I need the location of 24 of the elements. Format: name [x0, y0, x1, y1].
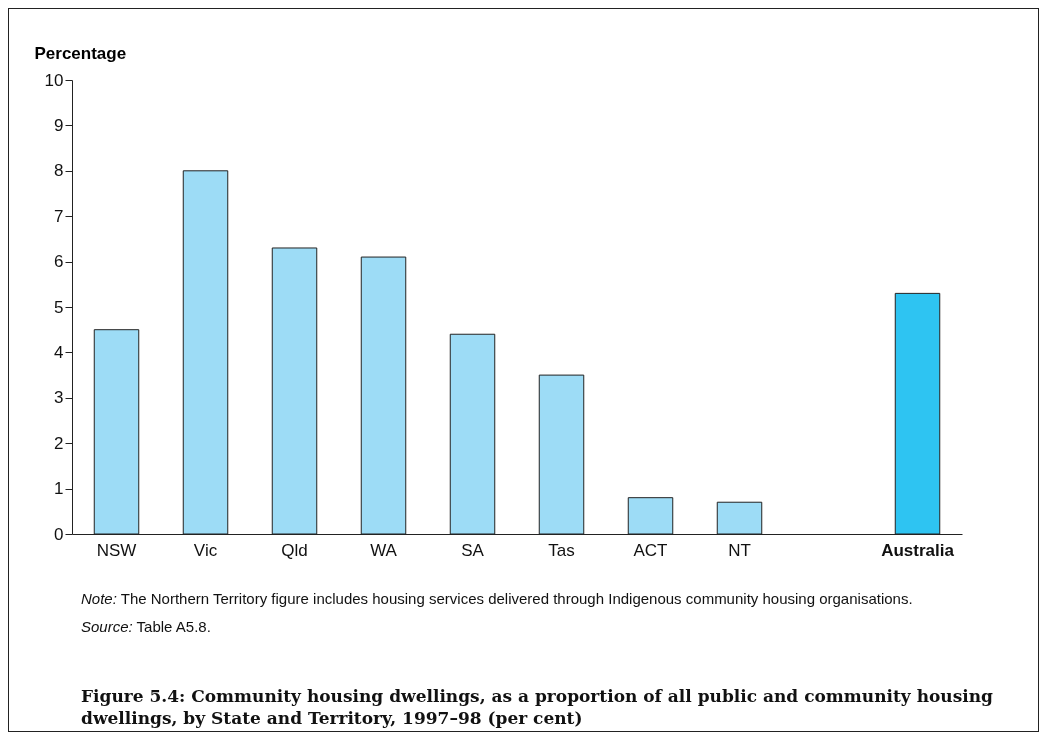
text: Note: The Northern Territory figure includes housing services delivered through Indigenous community housing organisations.	[81, 589, 914, 609]
y-tick-label: 2	[54, 433, 64, 453]
x-tick-label: SA	[461, 540, 485, 560]
y-tick-label: 4	[54, 342, 64, 362]
source-note: Source: Table A5.8.	[81, 617, 212, 637]
x-tick-label: Qld	[281, 540, 308, 560]
y-tick-label: 6	[54, 252, 64, 272]
y-tick-label: 1	[54, 479, 64, 499]
x-tick-label: Australia	[881, 540, 955, 560]
y-tick-label: 10	[44, 70, 64, 90]
x-tick-label: WA	[370, 540, 398, 560]
y-tick-label: 5	[54, 297, 64, 317]
y-tick-label: 0	[54, 524, 64, 544]
y-tick-label: 8	[54, 161, 64, 181]
y-axis-title: Percentage	[34, 43, 127, 63]
x-tick-label: NT	[728, 540, 751, 560]
x-tick-label: ACT	[633, 540, 668, 560]
y-tick-label: 9	[54, 115, 64, 135]
x-tick-label: NSW	[96, 540, 137, 560]
x-tick-label: Tas	[548, 540, 575, 560]
y-tick-label: 7	[54, 206, 64, 226]
y-tick-label: 3	[54, 388, 64, 408]
text: Figure 5.4: Community housing dwellings, as a proportion of all public and community housing dwellings, by State and Territory, 1997–98 (per cent)	[81, 685, 994, 729]
x-tick-label: Vic	[193, 540, 218, 560]
